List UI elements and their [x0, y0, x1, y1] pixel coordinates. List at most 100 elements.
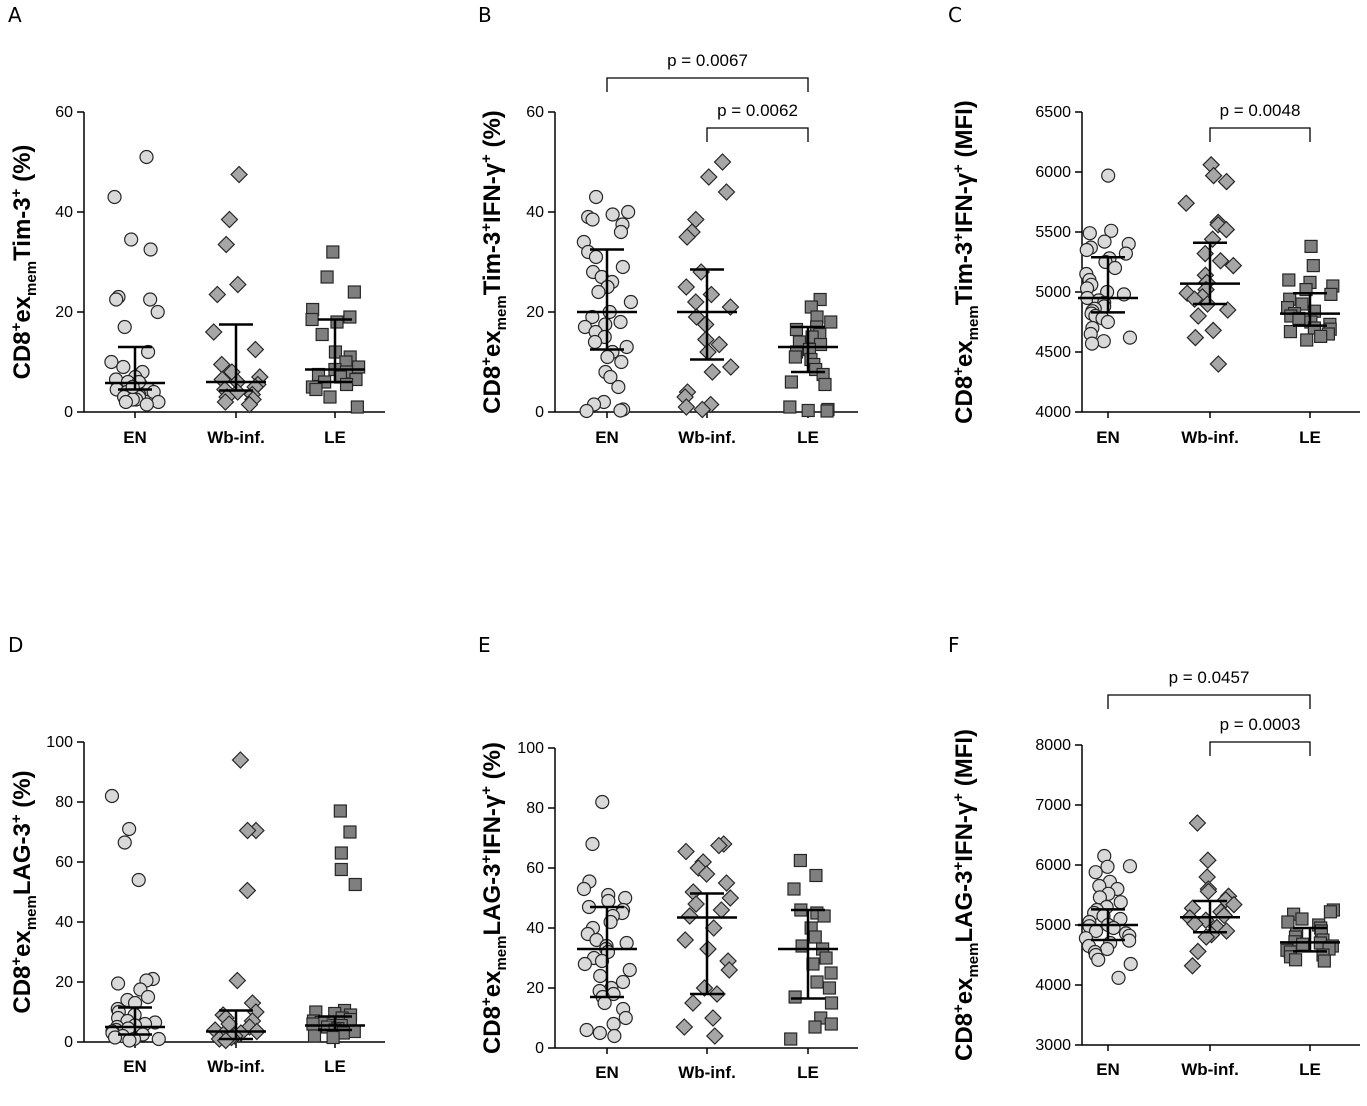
- y-tick-label: 40: [526, 920, 544, 937]
- data-point: [1211, 251, 1230, 270]
- data-point: [1217, 220, 1236, 239]
- data-point: [140, 344, 156, 360]
- data-point: [784, 1032, 798, 1046]
- data-point: [1218, 301, 1237, 319]
- data-point: [246, 340, 265, 359]
- data-point: [326, 1030, 340, 1045]
- data-point: [784, 375, 799, 389]
- data-point: [824, 1017, 838, 1031]
- data-point: [585, 836, 600, 852]
- data-point: [593, 968, 608, 984]
- data-point: [1323, 905, 1338, 919]
- data-point: [605, 207, 620, 222]
- data-point: [339, 377, 354, 392]
- data-point: [1209, 355, 1228, 373]
- data-point: [1123, 956, 1138, 972]
- data-point: [1091, 952, 1106, 967]
- data-point: [1097, 234, 1112, 249]
- y-axis-title-part: +: [8, 322, 25, 331]
- data-point: [1199, 882, 1218, 901]
- y-tick-label: 4000: [1035, 404, 1071, 421]
- y-axis-title-part: IFN-γ: [479, 794, 506, 855]
- data-point: [208, 285, 227, 304]
- y-tick-label: 0: [64, 1034, 73, 1051]
- data-point: [614, 354, 629, 370]
- panel-letter: F: [948, 633, 960, 657]
- data-point: [1215, 906, 1233, 925]
- x-category-label: LE: [797, 428, 819, 447]
- data-point: [1281, 915, 1295, 929]
- data-point: [217, 235, 236, 254]
- y-tick-label: 5000: [1035, 284, 1071, 301]
- y-tick-label: 7000: [1035, 797, 1071, 814]
- data-point: [705, 1027, 724, 1045]
- data-point: [579, 403, 594, 419]
- data-point: [1177, 194, 1195, 213]
- y-tick-label: 0: [535, 404, 544, 421]
- y-tick-label: 20: [526, 304, 544, 321]
- y-tick-label: 60: [526, 104, 544, 121]
- data-point: [619, 339, 634, 355]
- y-axis-title: CD8+exmemTim-3+ (%): [8, 145, 40, 380]
- x-category-label: Wb-inf.: [678, 1063, 736, 1082]
- data-point: [579, 1022, 594, 1038]
- data-point: [343, 825, 357, 839]
- y-axis-title-part: +: [950, 862, 967, 871]
- x-category-label: LE: [1299, 1060, 1321, 1079]
- data-point: [320, 270, 334, 284]
- y-tick-label: 20: [55, 974, 73, 991]
- data-point: [109, 292, 124, 307]
- data-point: [1100, 859, 1115, 874]
- y-axis-title-part: IFN-γ: [951, 172, 978, 233]
- data-point: [611, 379, 626, 395]
- x-category-label: LE: [324, 1057, 346, 1076]
- data-point: [817, 909, 831, 923]
- data-point: [124, 232, 139, 247]
- data-point: [1084, 336, 1100, 351]
- data-point: [686, 293, 705, 311]
- y-axis-title-part: Tim-3: [9, 197, 36, 261]
- x-category-label: Wb-inf.: [1181, 428, 1239, 447]
- data-point: [143, 292, 158, 307]
- data-point: [704, 919, 723, 937]
- data-point: [793, 853, 807, 868]
- data-point: [131, 872, 146, 888]
- data-point: [140, 989, 156, 1005]
- data-point: [343, 310, 357, 324]
- y-axis-title-part: CD8: [951, 1013, 978, 1061]
- data-point: [1314, 329, 1328, 343]
- data-point: [1104, 223, 1119, 238]
- data-point: [603, 369, 618, 385]
- data-point: [139, 149, 154, 165]
- data-point: [697, 865, 716, 883]
- x-category-label: EN: [595, 1063, 619, 1082]
- data-point: [230, 165, 248, 184]
- panel-letter: B: [478, 3, 492, 27]
- data-point: [1288, 953, 1303, 967]
- data-point: [623, 294, 638, 310]
- x-category-label: LE: [324, 428, 346, 447]
- y-axis-title-part: Tim-3: [479, 232, 506, 296]
- data-point: [710, 335, 729, 354]
- y-tick-label: 4000: [1035, 977, 1071, 994]
- y-axis-title-part: ex: [951, 977, 978, 1004]
- y-tick-label: 6000: [1035, 164, 1071, 181]
- data-point: [1189, 307, 1208, 325]
- data-point: [621, 204, 636, 220]
- data-point: [220, 210, 239, 229]
- data-point: [1183, 956, 1202, 975]
- data-point: [216, 393, 235, 411]
- data-point: [1225, 895, 1243, 914]
- x-category-label: EN: [595, 428, 619, 447]
- data-point: [330, 315, 344, 329]
- data-point: [684, 883, 703, 901]
- data-point: [231, 751, 250, 769]
- data-point: [675, 1018, 694, 1036]
- y-axis-title-part: +: [478, 997, 495, 1006]
- x-category-label: EN: [1096, 1060, 1120, 1079]
- y-axis-title-part: +: [478, 154, 495, 163]
- data-point: [703, 363, 722, 381]
- data-point: [315, 327, 329, 342]
